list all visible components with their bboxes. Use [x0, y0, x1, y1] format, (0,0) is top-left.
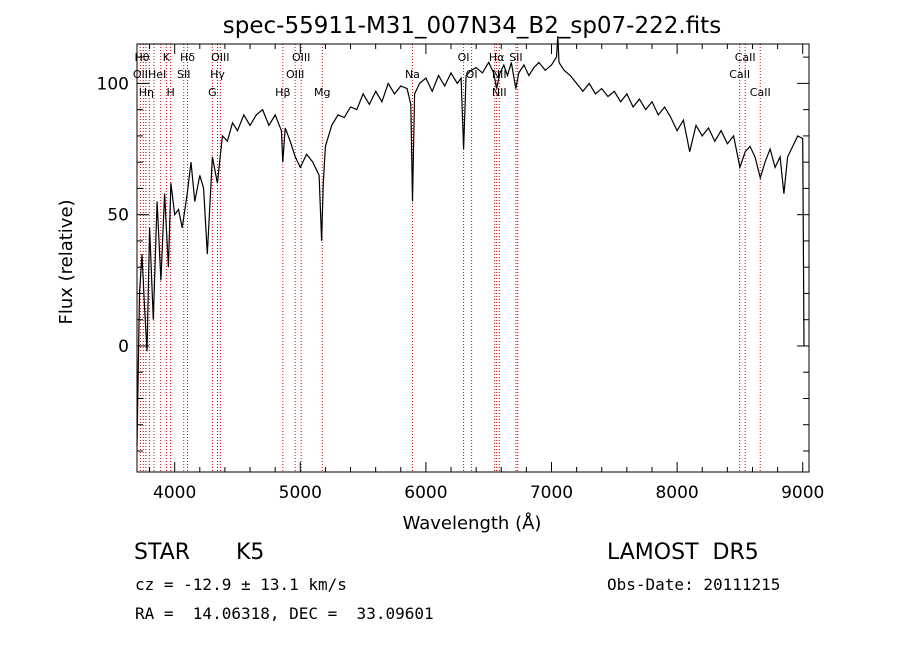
spectral-line-label: Hβ: [275, 86, 290, 99]
velocity-text: cz = -12.9 ± 13.1 km/s: [135, 575, 347, 594]
spectral-line-label: HeI: [148, 68, 166, 81]
x-tick-label: 6000: [404, 483, 447, 503]
line-marker-group: [139, 44, 761, 472]
tick-group: 4000 5000 6000 7000 8000 9000 0 50 100: [97, 44, 824, 503]
spectral-line-label: OI: [458, 51, 470, 64]
object-class: STAR: [134, 540, 191, 565]
spectral-line-label: H: [167, 86, 175, 99]
spectral-line-label: NII: [492, 68, 507, 81]
spectral-line-label: Mg: [314, 86, 330, 99]
survey-name: LAMOST DR5: [607, 540, 759, 565]
spectral-line-label: OIII: [286, 68, 304, 81]
spectral-line-label: CaII: [735, 51, 756, 64]
x-axis-label: Wavelength (Å): [403, 512, 542, 534]
subclass: K5: [236, 540, 265, 565]
spectral-line-label: Hη: [139, 86, 154, 99]
spectral-line-label: K: [163, 51, 171, 64]
spectral-line-label: G: [208, 86, 217, 99]
x-tick-label: 8000: [655, 483, 698, 503]
spectral-line-label: Na: [405, 68, 420, 81]
spectral-line-label: OII: [133, 68, 148, 81]
plot-frame: [136, 43, 810, 473]
axes-group: [136, 43, 810, 473]
x-tick-label: 7000: [530, 483, 573, 503]
y-axis-label: Flux (relative): [56, 199, 77, 324]
obs-date-text: Obs-Date: 20111215: [607, 575, 781, 594]
spectral-line-label: CaII: [750, 86, 771, 99]
x-tick-label: 5000: [279, 483, 322, 503]
x-tick-label: 4000: [153, 483, 196, 503]
y-tick-label: 0: [118, 337, 129, 357]
spectral-line-label: OI: [466, 68, 478, 81]
spectral-line-label: Hγ: [210, 68, 225, 81]
spectral-line-label: SII: [177, 68, 190, 81]
spectral-line-label: NII: [492, 86, 507, 99]
spectral-line-label: OIII: [211, 51, 229, 64]
spectral-line-label: CaII: [729, 68, 750, 81]
y-tick-label: 100: [97, 74, 129, 94]
spectral-line-label: SII: [509, 51, 522, 64]
spectral-line-label: OIII: [292, 51, 310, 64]
coordinates-text: RA = 14.06318, DEC = 33.09601: [135, 604, 434, 623]
spectral-line-label: Hδ: [180, 51, 195, 64]
spectrum-series-0: [136, 36, 805, 446]
series-group: [136, 36, 805, 446]
spectral-line-label: Hα: [489, 51, 505, 64]
spectral-line-label: Hθ: [135, 51, 150, 64]
chart-title: spec-55911-M31_007N34_B2_sp07-222.fits: [223, 13, 721, 39]
y-tick-label: 50: [107, 206, 129, 226]
x-tick-label: 9000: [781, 483, 824, 503]
